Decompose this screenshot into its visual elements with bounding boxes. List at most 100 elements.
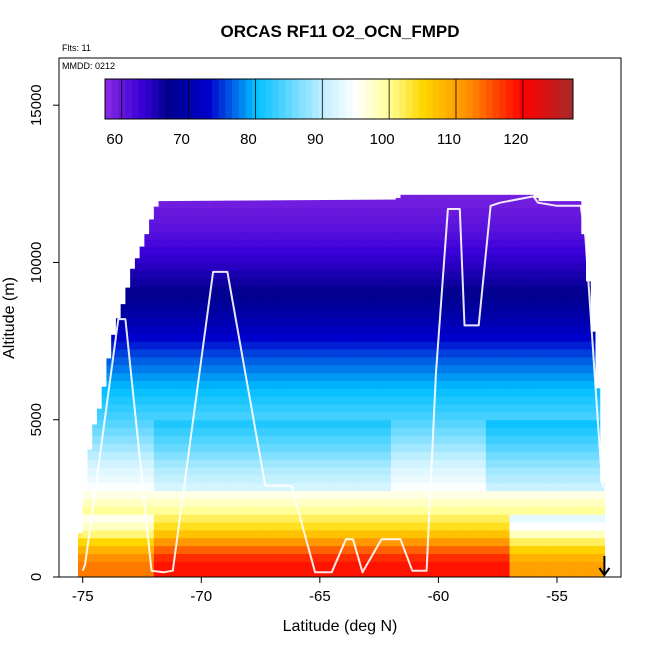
heatmap-cell	[348, 498, 354, 507]
heatmap-cell	[315, 246, 321, 256]
heatmap-cell	[466, 506, 473, 515]
heatmap-cell	[457, 506, 463, 515]
heatmap-cell	[267, 278, 274, 287]
heatmap-cell	[438, 388, 444, 397]
heatmap-cell	[348, 199, 354, 208]
heatmap-cell	[196, 317, 202, 326]
heatmap-cell	[376, 333, 383, 342]
heatmap-cell	[253, 246, 259, 256]
heatmap-cell	[457, 254, 463, 264]
heatmap-cell	[338, 537, 345, 547]
heatmap-cell	[239, 435, 245, 444]
heatmap-cell	[495, 506, 501, 515]
heatmap-cell	[248, 443, 255, 452]
heatmap-cell	[552, 223, 558, 232]
heatmap-cell	[234, 396, 240, 405]
heatmap-cell	[296, 380, 302, 389]
heatmap-cell	[343, 435, 349, 444]
heatmap-cell	[390, 443, 397, 452]
heatmap-cell	[182, 506, 188, 515]
heatmap-cell	[424, 364, 430, 374]
heatmap-cell	[395, 197, 402, 201]
heatmap-cell	[111, 482, 117, 492]
heatmap-cell	[210, 521, 217, 531]
heatmap-cell	[571, 419, 577, 429]
heatmap-cell	[594, 435, 601, 444]
heatmap-cell	[239, 301, 245, 311]
heatmap-cell	[229, 451, 236, 460]
heatmap-cell	[267, 482, 274, 492]
heatmap-cell	[353, 341, 359, 350]
heatmap-cell	[419, 466, 425, 476]
heatmap-cell	[338, 521, 345, 531]
heatmap-cell	[315, 529, 321, 539]
heatmap-cell	[362, 435, 368, 444]
heatmap-cell	[239, 270, 245, 279]
heatmap-cell	[438, 569, 444, 577]
heatmap-cell	[334, 325, 340, 334]
heatmap-cell	[428, 388, 435, 397]
heatmap-cell	[395, 199, 402, 209]
heatmap-cell	[158, 435, 164, 444]
heatmap-cell	[125, 545, 131, 555]
heatmap-cell	[187, 223, 193, 232]
heatmap-cell	[168, 537, 174, 547]
heatmap-cell	[509, 207, 515, 216]
heatmap-cell	[386, 427, 392, 437]
heatmap-cell	[504, 199, 511, 209]
heatmap-cell	[485, 246, 492, 256]
heatmap-cell	[125, 443, 131, 452]
heatmap-cell	[485, 278, 492, 287]
heatmap-cell	[172, 529, 179, 539]
heatmap-cell	[509, 238, 515, 248]
heatmap-cell	[424, 301, 430, 311]
heatmap-cell	[500, 506, 506, 515]
heatmap-cell	[462, 474, 468, 484]
heatmap-cell	[329, 514, 335, 523]
heatmap-cell	[206, 270, 212, 279]
heatmap-cell	[457, 388, 463, 397]
heatmap-cell	[538, 388, 544, 397]
heatmap-cell	[215, 514, 221, 523]
heatmap-cell	[144, 348, 150, 358]
heatmap-cell	[262, 207, 269, 216]
heatmap-cell	[471, 364, 477, 374]
heatmap-cell	[139, 411, 145, 421]
heatmap-cell	[538, 278, 544, 287]
heatmap-cell	[542, 490, 549, 499]
heatmap-cell	[272, 223, 278, 232]
heatmap-cell	[229, 364, 236, 374]
colorbar-swatch	[178, 79, 186, 119]
heatmap-cell	[196, 207, 202, 216]
heatmap-cell	[111, 490, 117, 499]
heatmap-cell	[367, 364, 373, 374]
heatmap-cell	[509, 356, 515, 366]
heatmap-cell	[452, 325, 458, 334]
heatmap-cell	[500, 443, 506, 452]
heatmap-cell	[229, 561, 236, 570]
heatmap-cell	[590, 404, 596, 413]
heatmap-cell	[239, 498, 245, 507]
heatmap-cell	[386, 341, 392, 350]
heatmap-cell	[168, 348, 174, 358]
heatmap-cell	[248, 364, 255, 374]
heatmap-cell	[182, 293, 188, 303]
heatmap-cell	[262, 506, 269, 515]
heatmap-cell	[376, 231, 383, 240]
heatmap-cell	[580, 529, 587, 539]
heatmap-cell	[485, 254, 492, 264]
heatmap-cell	[447, 199, 454, 209]
heatmap-cell	[428, 545, 435, 555]
heatmap-cell	[324, 490, 330, 499]
heatmap-cell	[424, 474, 430, 484]
heatmap-cell	[343, 309, 349, 319]
heatmap-cell	[556, 207, 563, 216]
heatmap-cell	[144, 490, 150, 499]
heatmap-cell	[319, 207, 326, 216]
heatmap-cell	[353, 451, 359, 460]
heatmap-cell	[324, 278, 330, 287]
heatmap-cell	[414, 411, 421, 421]
heatmap-cell	[353, 482, 359, 492]
heatmap-cell	[476, 474, 482, 484]
heatmap-cell	[485, 262, 492, 271]
